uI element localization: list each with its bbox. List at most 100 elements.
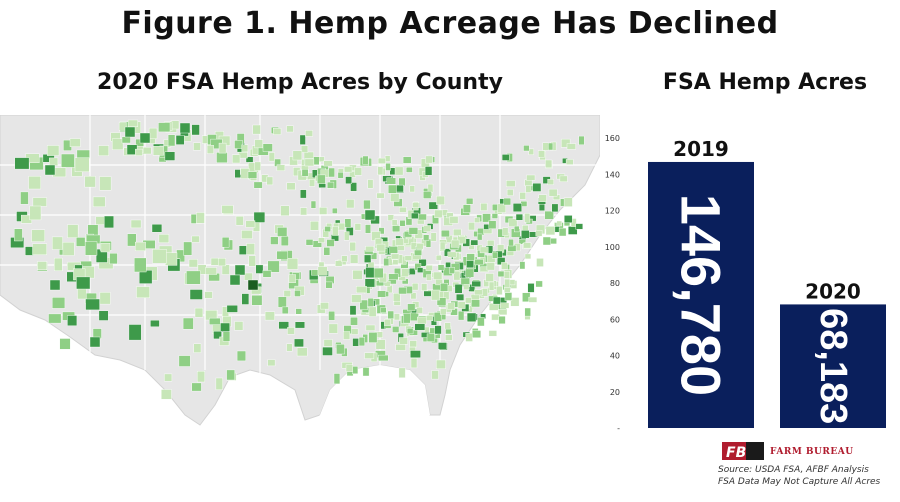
county-cell	[504, 278, 511, 288]
county-cell	[343, 331, 351, 340]
county-cell	[547, 178, 554, 185]
figure-title: Figure 1. Hemp Acreage Has Declined	[121, 6, 779, 41]
county-cell	[300, 145, 309, 153]
county-cell	[407, 303, 416, 312]
county-cell	[497, 203, 506, 213]
county-cell	[325, 281, 333, 289]
county-cell	[488, 281, 495, 291]
county-cell	[337, 172, 344, 179]
county-cell	[527, 283, 535, 293]
county-cell	[32, 243, 48, 255]
county-cell	[523, 145, 530, 152]
county-cell	[392, 326, 400, 333]
county-cell-high	[139, 132, 151, 144]
county-cell	[365, 224, 371, 234]
county-cell	[414, 249, 422, 256]
county-cell	[121, 136, 131, 144]
county-cell	[512, 203, 522, 212]
county-cell	[514, 225, 520, 233]
county-cell-high	[49, 279, 61, 291]
county-cell	[390, 193, 400, 202]
county-cell	[362, 367, 370, 377]
county-cell	[276, 164, 286, 171]
county-cell	[377, 166, 384, 176]
chart-title: FSA Hemp Acres	[662, 70, 868, 95]
county-cell	[425, 264, 433, 271]
county-cell	[430, 232, 437, 242]
county-cell	[75, 237, 86, 247]
county-cell	[221, 205, 234, 214]
county-cell	[488, 220, 497, 229]
county-cell	[367, 179, 374, 189]
county-cell	[47, 145, 60, 156]
county-cell	[524, 253, 532, 260]
county-cell	[565, 159, 574, 165]
y-tick-label: 100	[605, 243, 620, 252]
county-cell	[99, 292, 111, 305]
county-cell	[294, 321, 306, 329]
county-cell	[491, 313, 500, 321]
county-cell	[368, 306, 377, 317]
county-cell	[544, 210, 554, 220]
county-cell	[406, 167, 413, 173]
county-cell	[363, 199, 371, 210]
county-cell	[268, 152, 275, 162]
county-cell	[519, 261, 526, 270]
county-cell	[234, 140, 243, 149]
county-cell	[409, 340, 417, 348]
county-cell	[54, 257, 63, 272]
county-cell	[326, 239, 335, 247]
category-label-2019: 2019	[673, 137, 729, 161]
county-cell	[299, 134, 306, 145]
county-cell	[209, 317, 221, 325]
county-cell	[492, 296, 501, 305]
county-cell	[437, 264, 445, 271]
data-caveat: FSA Data May Not Capture All Acres	[718, 477, 881, 487]
county-cell	[67, 224, 79, 238]
county-cell	[566, 143, 576, 150]
county-cell	[406, 328, 414, 335]
county-cell	[281, 306, 289, 314]
county-cell	[84, 241, 98, 256]
county-cell	[385, 163, 391, 171]
county-cell	[48, 313, 62, 324]
county-cell	[471, 299, 481, 308]
county-cell	[441, 229, 450, 238]
county-cell	[148, 127, 158, 139]
county-cell	[409, 185, 415, 193]
county-cell	[559, 175, 568, 183]
y-tick-label: 80	[610, 279, 620, 288]
y-tick-label: 140	[605, 170, 620, 179]
county-cell	[551, 203, 559, 213]
county-cell	[328, 323, 338, 334]
county-cell	[346, 199, 355, 209]
county-cell	[221, 237, 230, 248]
county-cell	[236, 350, 247, 362]
county-cell	[254, 161, 261, 171]
county-cell	[286, 125, 294, 133]
county-cell	[466, 253, 475, 261]
county-cell	[286, 182, 296, 191]
county-cell	[575, 223, 584, 230]
county-cell	[410, 350, 421, 359]
county-cell	[463, 284, 470, 290]
county-cell	[392, 225, 401, 232]
county-cell	[61, 153, 75, 168]
map-title: 2020 FSA Hemp Acres by County	[97, 70, 503, 95]
county-cell	[503, 197, 512, 206]
county-cell	[524, 179, 533, 187]
county-cell	[310, 200, 317, 209]
county-cell	[384, 319, 391, 326]
county-cell	[412, 202, 420, 208]
county-cell	[362, 155, 369, 165]
county-cell	[305, 239, 314, 246]
county-cell	[309, 179, 315, 187]
county-cell	[52, 297, 66, 309]
county-cell	[411, 212, 419, 219]
county-cell	[247, 171, 258, 179]
county-cell	[523, 242, 532, 249]
county-cell	[391, 219, 398, 227]
county-cell	[431, 370, 439, 380]
county-cell	[372, 267, 384, 279]
county-cell	[506, 189, 514, 196]
